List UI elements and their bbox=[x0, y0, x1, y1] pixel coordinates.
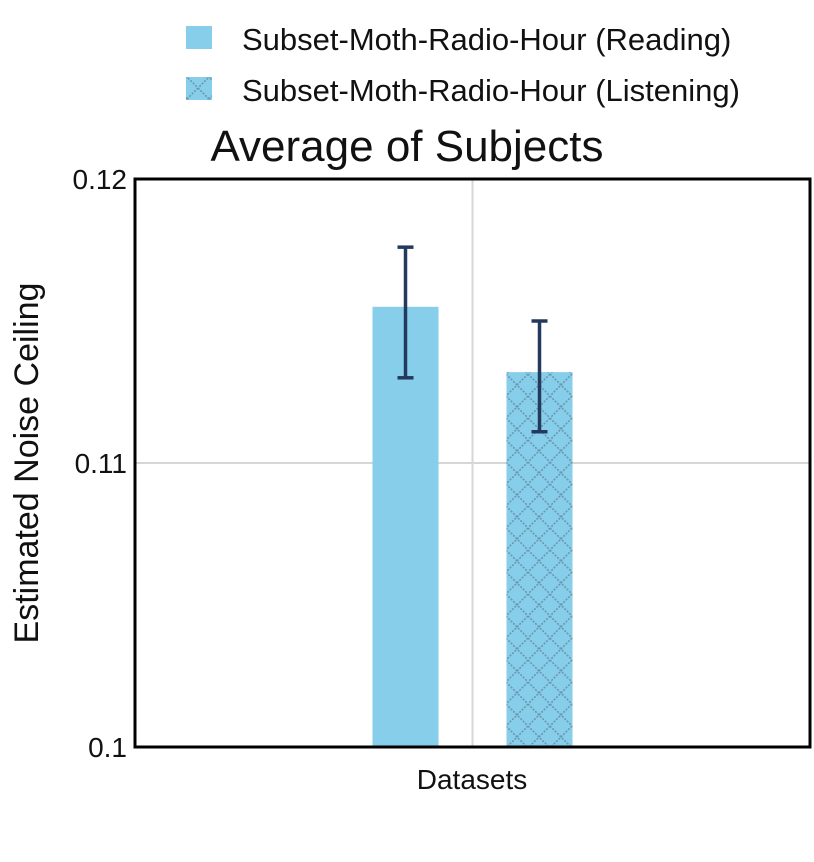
x-axis-label: Datasets bbox=[417, 764, 528, 795]
legend-label-listening: Subset-Moth-Radio-Hour (Listening) bbox=[242, 73, 740, 108]
bars bbox=[372, 306, 573, 747]
y-tick-label: 0.11 bbox=[75, 448, 127, 479]
error-bars bbox=[397, 245, 548, 434]
plot-frame bbox=[133, 177, 812, 749]
legend-swatch-listening bbox=[186, 77, 212, 100]
legend-swatch-reading bbox=[186, 26, 212, 49]
y-tick-labels: 0.1 0.11 0.12 bbox=[73, 164, 128, 763]
bar-reading bbox=[372, 306, 439, 747]
bar-listening bbox=[506, 372, 573, 747]
y-tick-label: 0.1 bbox=[88, 732, 127, 763]
grid-lines bbox=[135, 179, 810, 747]
legend-label-reading: Subset-Moth-Radio-Hour (Reading) bbox=[242, 22, 731, 57]
chart-title: Average of Subjects bbox=[211, 122, 604, 171]
y-tick-label: 0.12 bbox=[73, 164, 128, 195]
y-axis-label: Estimated Noise Ceiling bbox=[8, 283, 46, 644]
legend: Subset-Moth-Radio-Hour (Reading) Subset-… bbox=[186, 22, 740, 108]
